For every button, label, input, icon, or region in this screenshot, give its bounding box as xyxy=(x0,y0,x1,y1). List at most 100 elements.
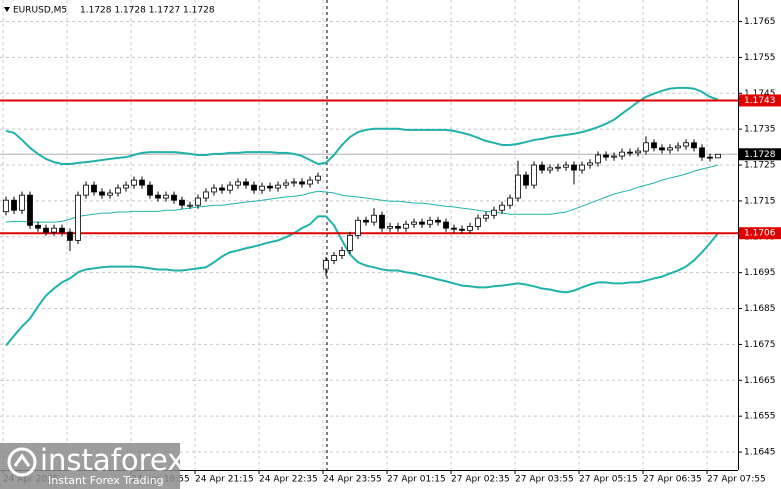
quote-line: 1.1728 1.1728 1.1727 1.1728 xyxy=(80,6,215,16)
candle-body xyxy=(187,204,193,207)
candle-body xyxy=(339,250,345,256)
candle-body xyxy=(219,187,225,191)
y-tick-label: 1.1665 xyxy=(744,376,776,386)
x-tick-label: 27 Apr 05:15 xyxy=(579,475,638,485)
candle-body xyxy=(43,227,49,233)
bollinger-band xyxy=(5,86,719,165)
candle-body xyxy=(667,147,673,151)
candle-body xyxy=(451,227,457,230)
candle-body xyxy=(155,194,161,199)
candle-body xyxy=(195,197,201,206)
candle-body xyxy=(715,153,721,159)
candle-body xyxy=(547,167,553,171)
x-tick-label: 27 Apr 07:55 xyxy=(707,475,766,485)
y-tick-label: 1.1715 xyxy=(744,196,776,206)
candle-body xyxy=(83,184,89,196)
candle-body xyxy=(651,142,657,149)
candle-body xyxy=(435,219,441,223)
candle-body xyxy=(35,224,41,229)
candle-body xyxy=(315,175,321,181)
candle-body xyxy=(411,221,417,225)
y-tick-label: 1.1755 xyxy=(744,53,776,63)
x-tick-label: 24 Apr 23:55 xyxy=(323,475,382,485)
candle-body xyxy=(699,147,705,158)
x-tick-label: 27 Apr 06:35 xyxy=(643,475,702,485)
x-tick-label: 27 Apr 02:35 xyxy=(451,475,510,485)
candle-body xyxy=(227,184,233,191)
price-label-box xyxy=(739,227,781,240)
price-label: 1.1743 xyxy=(744,96,776,106)
candle-body xyxy=(475,217,481,227)
bollinger-band xyxy=(5,215,719,347)
candle-body xyxy=(467,225,473,231)
candle-body xyxy=(675,145,681,149)
candle-body xyxy=(19,194,25,211)
price-label: 1.1706 xyxy=(744,229,776,239)
y-tick-label: 1.1695 xyxy=(744,268,776,278)
header-arrow xyxy=(4,7,10,12)
candle-body xyxy=(147,184,153,196)
candle-body xyxy=(75,194,81,241)
candle-body xyxy=(275,184,281,189)
watermark-brand: instaforex xyxy=(40,443,184,477)
candle-body xyxy=(515,174,521,199)
candle-body xyxy=(123,184,129,189)
y-tick-label: 1.1675 xyxy=(744,340,776,350)
y-tick-label: 1.1645 xyxy=(744,448,776,458)
candle-body xyxy=(611,155,617,158)
candle-body xyxy=(3,199,9,213)
y-tick-label: 1.1725 xyxy=(744,161,776,171)
candle-body xyxy=(11,199,17,211)
price-label-box xyxy=(739,148,781,161)
bollinger-band xyxy=(5,164,719,223)
candle-body xyxy=(555,166,561,169)
candle-body xyxy=(571,164,577,171)
candle-body xyxy=(643,142,649,152)
candle-body xyxy=(371,214,377,223)
candle-body xyxy=(499,204,505,211)
candle-body xyxy=(251,184,257,191)
candle-body xyxy=(179,199,185,206)
candle-body xyxy=(523,174,529,186)
candle-body xyxy=(131,179,137,186)
watermark-icon-mark xyxy=(13,453,31,467)
candle-body xyxy=(99,191,105,196)
candle-body xyxy=(459,228,465,231)
candle-body xyxy=(211,187,217,193)
candle-body xyxy=(51,227,57,233)
candle-body xyxy=(235,181,241,186)
candle-body xyxy=(683,142,689,147)
candle-body xyxy=(259,185,265,191)
candle-body xyxy=(603,154,609,158)
candle-body xyxy=(587,162,593,166)
candle-body xyxy=(635,150,641,154)
y-tick-label: 1.1685 xyxy=(744,304,776,314)
candle-body xyxy=(363,219,369,223)
candle-body xyxy=(355,219,361,236)
candle-body xyxy=(491,209,497,216)
candle-body xyxy=(539,164,545,171)
price-label-box xyxy=(739,94,781,107)
candle-body xyxy=(323,260,329,270)
candle-body xyxy=(707,156,713,159)
candle-body xyxy=(379,214,385,229)
candle-body xyxy=(427,219,433,225)
candle-body xyxy=(483,214,489,219)
candle-body xyxy=(619,151,625,157)
candle-body xyxy=(347,234,353,251)
watermark-icon xyxy=(7,447,37,477)
candle-body xyxy=(107,192,113,196)
candle-body xyxy=(403,223,409,229)
candle-body xyxy=(419,221,425,225)
y-tick-label: 1.1765 xyxy=(744,17,776,27)
candle-body xyxy=(627,151,633,154)
candle-body xyxy=(163,194,169,199)
candle-body xyxy=(563,164,569,168)
candle-body xyxy=(267,185,273,189)
candle-body xyxy=(307,179,313,185)
candle-body xyxy=(171,194,177,201)
x-tick-label: 24 Apr 21:15 xyxy=(195,475,254,485)
